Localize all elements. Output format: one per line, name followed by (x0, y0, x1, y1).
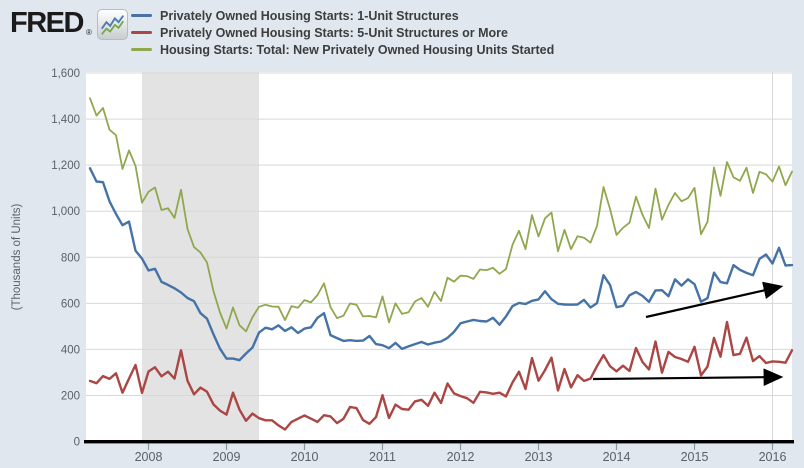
trend-arrow-5unit (592, 368, 784, 386)
svg-text:2012: 2012 (447, 450, 475, 464)
legend-label: Privately Owned Housing Starts: 5-Unit S… (160, 25, 508, 40)
svg-text:600: 600 (61, 298, 80, 310)
series-line-2 (89, 97, 793, 333)
svg-text:800: 800 (61, 252, 80, 264)
x-axis-labels: 2008 2009 2010 2011 2012 2013 2014 2015 2016 (135, 443, 787, 464)
svg-text:2008: 2008 (135, 450, 163, 464)
legend-item-2: Housing Starts: Total: New Privately Own… (131, 41, 554, 58)
svg-text:1,200: 1,200 (51, 160, 80, 172)
legend-label: Privately Owned Housing Starts: 1-Unit S… (160, 8, 459, 23)
fred-logo-text: FRED (10, 7, 84, 39)
svg-text:1,600: 1,600 (51, 68, 80, 80)
svg-text:2009: 2009 (213, 450, 241, 464)
svg-text:0: 0 (74, 437, 80, 449)
legend-swatch-icon (131, 31, 152, 34)
svg-text:200: 200 (61, 390, 80, 402)
svg-text:2015: 2015 (681, 450, 709, 464)
legend-swatch-icon (131, 48, 152, 51)
svg-text:400: 400 (61, 344, 80, 356)
svg-text:2011: 2011 (369, 450, 396, 464)
svg-text:1,400: 1,400 (51, 114, 80, 126)
fred-logo[interactable]: FRED ® (10, 8, 128, 40)
x-axis-line (84, 440, 794, 444)
svg-text:2014: 2014 (603, 450, 631, 464)
svg-text:2016: 2016 (759, 450, 787, 464)
trend-arrow-1unit (645, 281, 784, 319)
y-axis-title: (Thousands of Units) (11, 203, 23, 310)
registered-mark: ® (85, 28, 92, 37)
legend: Privately Owned Housing Starts: 1-Unit S… (131, 7, 554, 58)
legend-label: Housing Starts: Total: New Privately Own… (160, 42, 555, 57)
legend-item-0: Privately Owned Housing Starts: 1-Unit S… (131, 7, 554, 24)
legend-item-1: Privately Owned Housing Starts: 5-Unit S… (131, 24, 554, 41)
svg-text:2013: 2013 (525, 450, 553, 464)
svg-text:1,000: 1,000 (51, 206, 80, 218)
series-line-0 (88, 167, 794, 362)
fred-chart-icon (96, 9, 128, 40)
legend-swatch-icon (131, 14, 152, 17)
series-line-1 (88, 320, 794, 431)
y-axis-labels: 0 200 400 600 800 1,000 1,200 1,400 1,600 (51, 68, 80, 449)
svg-text:2010: 2010 (291, 450, 319, 464)
